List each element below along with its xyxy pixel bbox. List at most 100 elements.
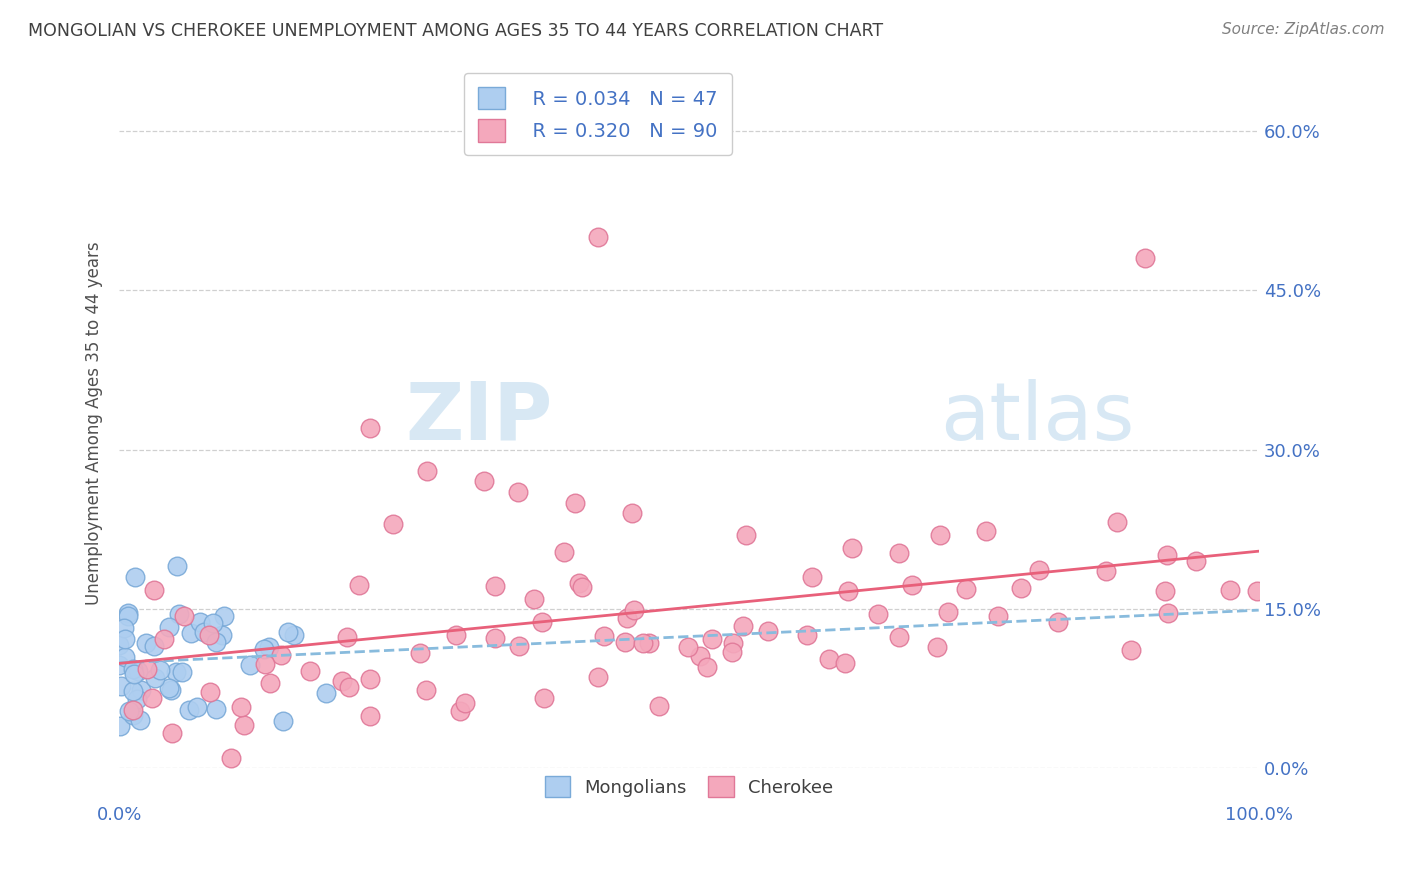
Point <box>253 657 276 671</box>
Point <box>197 628 219 642</box>
Point <box>112 621 135 635</box>
Point <box>359 421 381 435</box>
Point <box>1154 583 1177 598</box>
Point <box>330 674 353 689</box>
Point <box>506 485 529 500</box>
Point <box>696 660 718 674</box>
Point <box>160 682 183 697</box>
Point <box>1028 563 1050 577</box>
Point <box>733 619 755 633</box>
Point <box>638 635 661 649</box>
Point <box>270 648 292 662</box>
Point <box>1156 549 1178 563</box>
Point <box>110 679 132 693</box>
Point <box>347 578 370 592</box>
Point <box>143 671 166 685</box>
Point <box>186 699 208 714</box>
Point <box>796 628 818 642</box>
Point <box>118 704 141 718</box>
Point <box>204 635 226 649</box>
Text: ZIP: ZIP <box>405 378 553 457</box>
Point <box>193 625 215 640</box>
Point <box>277 625 299 640</box>
Point <box>889 546 911 560</box>
Point <box>141 690 163 705</box>
Point <box>901 578 924 592</box>
Point <box>837 583 859 598</box>
Point <box>689 648 711 663</box>
Point <box>887 631 910 645</box>
Point <box>167 607 190 622</box>
Point <box>229 699 252 714</box>
Point <box>198 685 221 699</box>
Point <box>108 638 131 652</box>
Point <box>149 664 172 678</box>
Point <box>157 620 180 634</box>
Point <box>616 611 638 625</box>
Point <box>117 608 139 623</box>
Point <box>1157 606 1180 620</box>
Point <box>165 665 187 679</box>
Point <box>756 624 779 639</box>
Point <box>735 527 758 541</box>
Point <box>337 680 360 694</box>
Point <box>381 516 404 531</box>
Point <box>359 709 381 723</box>
Point <box>114 649 136 664</box>
Point <box>508 639 530 653</box>
Point <box>212 609 235 624</box>
Point <box>571 580 593 594</box>
Point <box>121 662 143 676</box>
Point <box>553 545 575 559</box>
Legend: Mongolians, Cherokee: Mongolians, Cherokee <box>534 765 844 808</box>
Point <box>108 657 131 672</box>
Point <box>592 629 614 643</box>
Point <box>117 607 139 621</box>
Point <box>936 605 959 619</box>
Point <box>1011 581 1033 595</box>
Point <box>955 582 977 597</box>
Point <box>841 541 863 555</box>
Point <box>564 496 586 510</box>
Point <box>721 635 744 649</box>
Point <box>153 632 176 647</box>
Point <box>128 713 150 727</box>
Point <box>173 608 195 623</box>
Point <box>135 636 157 650</box>
Point <box>122 702 145 716</box>
Point <box>409 646 432 660</box>
Point <box>205 701 228 715</box>
Point <box>257 640 280 654</box>
Point <box>621 506 644 520</box>
Point <box>523 592 546 607</box>
Point <box>110 719 132 733</box>
Point <box>631 636 654 650</box>
Point <box>987 608 1010 623</box>
Point <box>122 684 145 698</box>
Point <box>648 698 671 713</box>
Point <box>1133 251 1156 265</box>
Point <box>271 714 294 728</box>
Point <box>614 635 637 649</box>
Text: Source: ZipAtlas.com: Source: ZipAtlas.com <box>1222 22 1385 37</box>
Point <box>359 673 381 687</box>
Point <box>800 570 823 584</box>
Point <box>449 704 471 718</box>
Point <box>129 683 152 698</box>
Point <box>143 639 166 653</box>
Point <box>177 703 200 717</box>
Point <box>1119 643 1142 657</box>
Point <box>818 651 841 665</box>
Point <box>135 662 157 676</box>
Point <box>125 691 148 706</box>
Point <box>586 230 609 244</box>
Point <box>124 570 146 584</box>
Text: 0.0%: 0.0% <box>97 805 142 823</box>
Point <box>866 607 889 621</box>
Point <box>702 632 724 646</box>
Point <box>233 717 256 731</box>
Point <box>239 657 262 672</box>
Point <box>253 641 276 656</box>
Point <box>416 464 439 478</box>
Point <box>586 670 609 684</box>
